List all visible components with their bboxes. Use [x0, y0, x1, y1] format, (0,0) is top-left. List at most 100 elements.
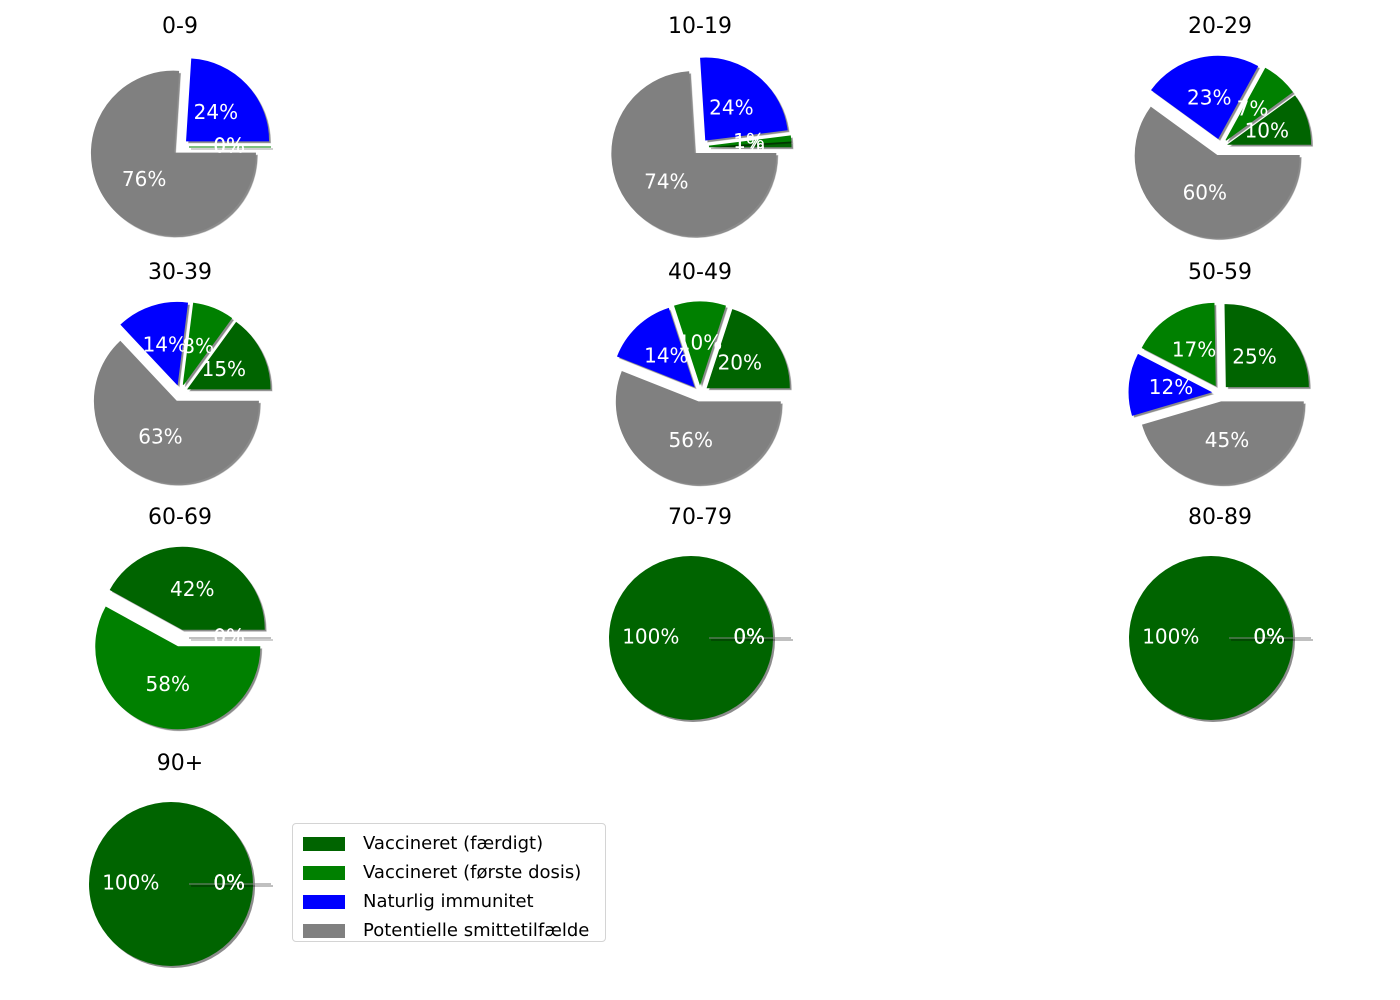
- slice-label-vaccineret-f-rste-dosis: 0%: [213, 871, 245, 895]
- slice-label-potentielle-smittetilf-lde: 74%: [644, 169, 688, 193]
- slice-wedge: [89, 802, 253, 966]
- slice-label-potentielle-smittetilf-lde: 0%: [733, 625, 765, 649]
- slice-label-naturlig-immunitet: 14%: [644, 344, 688, 368]
- slice-wedge: [708, 135, 792, 147]
- pie-slice-vaccineret-f-rste-dosis: [1225, 67, 1295, 143]
- pie-slice-naturlig-immunitet: [700, 57, 790, 143]
- pie-slice-vaccineret-f-rdigt: [89, 802, 255, 968]
- chart-legend: Vaccineret (færdigt) Vaccineret (første …: [292, 823, 606, 942]
- pie-30-39: 30-39 15%8%14% 63%: [93, 260, 273, 486]
- slice-wedge: [615, 371, 781, 485]
- pie-slice-potentielle-smittetilf-lde: [93, 340, 261, 486]
- pie-slice-vaccineret-f-rste-dosis: [182, 302, 235, 387]
- slice-wedge: [1224, 304, 1309, 388]
- slice-label-naturlig-immunitet: 14%: [143, 333, 187, 357]
- pie-slice-potentielle-smittetilf-lde: [189, 637, 273, 641]
- slice-label-vaccineret-f-rdigt: 0%: [213, 134, 245, 158]
- slice-wedge: [700, 57, 788, 141]
- slice-label-potentielle-smittetilf-lde: 60%: [1183, 180, 1227, 204]
- slice-label-vaccineret-f-rste-dosis: 7%: [1237, 97, 1269, 121]
- slice-wedge: [1225, 67, 1293, 141]
- pie-title: 10-19: [668, 14, 732, 39]
- legend-label: Naturlig immunitet: [363, 891, 534, 912]
- slice-label-potentielle-smittetilf-lde: 63%: [138, 425, 182, 449]
- pie-10-19: 10-191%1%24%74%: [611, 14, 794, 239]
- slice-wedge: [182, 302, 233, 385]
- slice-label-vaccineret-f-rdigt: 10%: [1245, 118, 1289, 142]
- pie-slice-vaccineret-f-rdigt: [1129, 556, 1295, 722]
- pie-50-59: 50-59 25% 17% 12% 45%: [1128, 260, 1311, 487]
- pie-title: 70-79: [668, 505, 732, 530]
- slice-label-vaccineret-f-rdigt: 1%: [733, 132, 765, 156]
- legend-swatch: [303, 923, 345, 938]
- pie-slice-vaccineret-f-rste-dosis: [708, 135, 794, 149]
- slice-wedge: [120, 301, 189, 386]
- slice-label-naturlig-immunitet: 24%: [194, 100, 238, 124]
- legend-item-vaccinated-complete: Vaccineret (færdigt): [303, 829, 595, 858]
- legend-item-potential-cases: Potentielle smittetilfælde: [303, 916, 595, 945]
- slice-label-potentielle-smittetilf-lde: 0%: [213, 871, 245, 895]
- slice-label-naturlig-immunitet: 12%: [1149, 375, 1193, 399]
- pie-slice-naturlig-immunitet: [186, 58, 272, 144]
- pie-slice-potentielle-smittetilf-lde: [90, 70, 258, 238]
- pie-slice-potentielle-smittetilf-lde: [611, 71, 779, 239]
- pie-slice-naturlig-immunitet: [120, 301, 191, 388]
- slice-wedge: [708, 141, 792, 148]
- pie-slice-naturlig-immunitet: [1128, 353, 1215, 418]
- slice-label-vaccineret-f-rste-dosis: 58%: [146, 672, 190, 696]
- slice-label-naturlig-immunitet: 0%: [213, 871, 245, 895]
- legend-label: Vaccineret (første dosis): [363, 862, 582, 883]
- slice-wedge: [674, 301, 726, 386]
- slice-wedge: [1129, 556, 1293, 720]
- pie-slice-vaccineret-f-rdigt: [1224, 304, 1311, 390]
- slice-wedge: [611, 71, 777, 237]
- slice-wedge: [1151, 55, 1259, 139]
- slice-label-vaccineret-f-rste-dosis: 8%: [182, 334, 214, 358]
- pie-title: 20-29: [1188, 14, 1252, 39]
- pie-title: 60-69: [148, 505, 212, 530]
- pie-slice-vaccineret-f-rdigt: [109, 546, 267, 632]
- pie-slice-vaccineret-f-rste-dosis: [674, 301, 728, 388]
- slice-label-potentielle-smittetilf-lde: 56%: [669, 428, 713, 452]
- slice-label-vaccineret-f-rste-dosis: 10%: [678, 330, 722, 354]
- pie-slice-potentielle-smittetilf-lde: [709, 637, 793, 641]
- slice-wedge: [1227, 95, 1312, 145]
- slice-label-vaccineret-f-rste-dosis: 0%: [213, 134, 245, 158]
- slice-label-vaccineret-f-rdigt: 25%: [1232, 344, 1276, 368]
- slice-label-naturlig-immunitet: 24%: [709, 96, 753, 120]
- slice-wedge: [1134, 106, 1300, 239]
- legend-swatch: [303, 894, 345, 909]
- pie-slice-vaccineret-f-rste-dosis: [189, 146, 273, 150]
- legend-swatch: [303, 836, 345, 851]
- slice-wedge: [1128, 353, 1213, 416]
- slice-wedge: [1141, 302, 1216, 387]
- slice-label-vaccineret-f-rdigt: 20%: [718, 351, 762, 375]
- slice-wedge: [109, 546, 265, 630]
- pie-title: 0-9: [162, 14, 198, 39]
- pie-slice-vaccineret-f-rdigt: [706, 309, 792, 391]
- slice-label-vaccineret-f-rste-dosis: 1%: [733, 129, 765, 153]
- pie-0-9: 0-90%0%24%76%: [90, 14, 273, 238]
- slice-label-vaccineret-f-rdigt: 15%: [202, 357, 246, 381]
- pie-title: 40-49: [668, 260, 732, 285]
- slice-wedge: [187, 321, 271, 390]
- pie-title: 80-89: [1188, 505, 1252, 530]
- pie-20-29: 20-29 10%7%23% 60%: [1134, 14, 1314, 241]
- pie-slice-potentielle-smittetilf-lde: [189, 883, 273, 887]
- slice-wedge: [93, 340, 259, 484]
- pie-slice-vaccineret-f-rste-dosis: [1141, 302, 1218, 389]
- pie-slice-vaccineret-f-rdigt: [187, 321, 273, 392]
- pie-90: 90+100% 0%0%0%: [89, 751, 273, 968]
- pie-title: 50-59: [1188, 260, 1252, 285]
- slice-wedge: [90, 70, 256, 236]
- slice-label-potentielle-smittetilf-lde: 0%: [1253, 625, 1285, 649]
- slice-label-vaccineret-f-rste-dosis: 0%: [733, 625, 765, 649]
- pie-slice-potentielle-smittetilf-lde: [1134, 106, 1302, 241]
- slice-wedge: [1141, 401, 1304, 485]
- pie-slice-vaccineret-f-rdigt: [609, 556, 775, 722]
- pie-title: 90+: [157, 751, 203, 776]
